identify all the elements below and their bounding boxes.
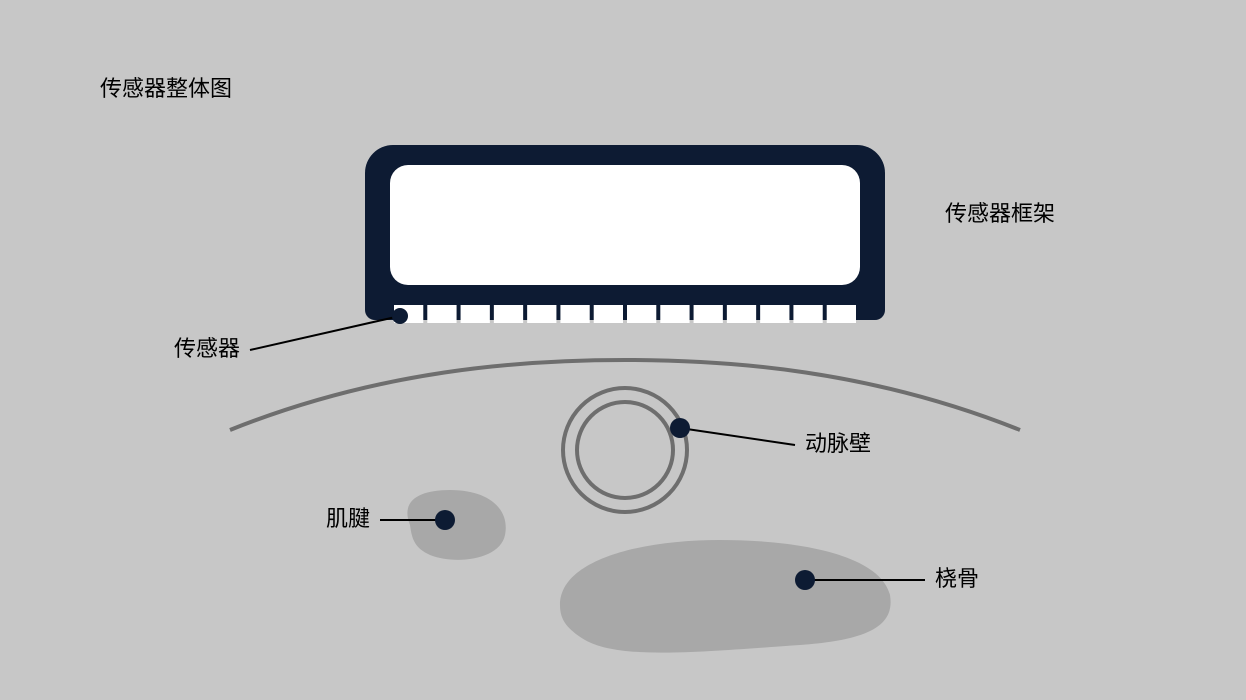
diagram-svg: 传感器整体图 传感器框架 传感器 动脉壁 (0, 0, 1246, 700)
label-tendon: 肌腱 (326, 506, 370, 531)
sensor-tooth (494, 305, 523, 323)
sensor-window (390, 165, 860, 285)
sensor-tooth (627, 305, 656, 323)
sensor-tooth (827, 305, 856, 323)
label-radius-bone: 桡骨 (935, 566, 979, 591)
sensor-tooth (727, 305, 756, 323)
leader-dot-sensor (392, 308, 408, 324)
sensor-tooth (694, 305, 723, 323)
label-sensor: 传感器 (174, 336, 240, 361)
sensor-tooth (527, 305, 556, 323)
label-sensor-frame: 传感器框架 (945, 201, 1055, 226)
radius-bone-shape (560, 540, 891, 653)
sensor-tooth (560, 305, 589, 323)
sensor-tooth (760, 305, 789, 323)
sensor-tooth (461, 305, 490, 323)
leader-dot-tendon (435, 510, 455, 530)
callout-sensor-frame: 传感器框架 (945, 201, 1055, 226)
diagram-title: 传感器整体图 (100, 76, 232, 101)
sensor-tooth (793, 305, 822, 323)
sensor-assembly (365, 145, 885, 323)
sensor-tooth (660, 305, 689, 323)
label-artery: 动脉壁 (805, 431, 871, 456)
diagram-root: 传感器整体图 传感器框架 传感器 动脉壁 (0, 0, 1246, 700)
leader-dot-radius (795, 570, 815, 590)
sensor-tooth (594, 305, 623, 323)
sensor-tooth (427, 305, 456, 323)
leader-dot-artery (670, 418, 690, 438)
